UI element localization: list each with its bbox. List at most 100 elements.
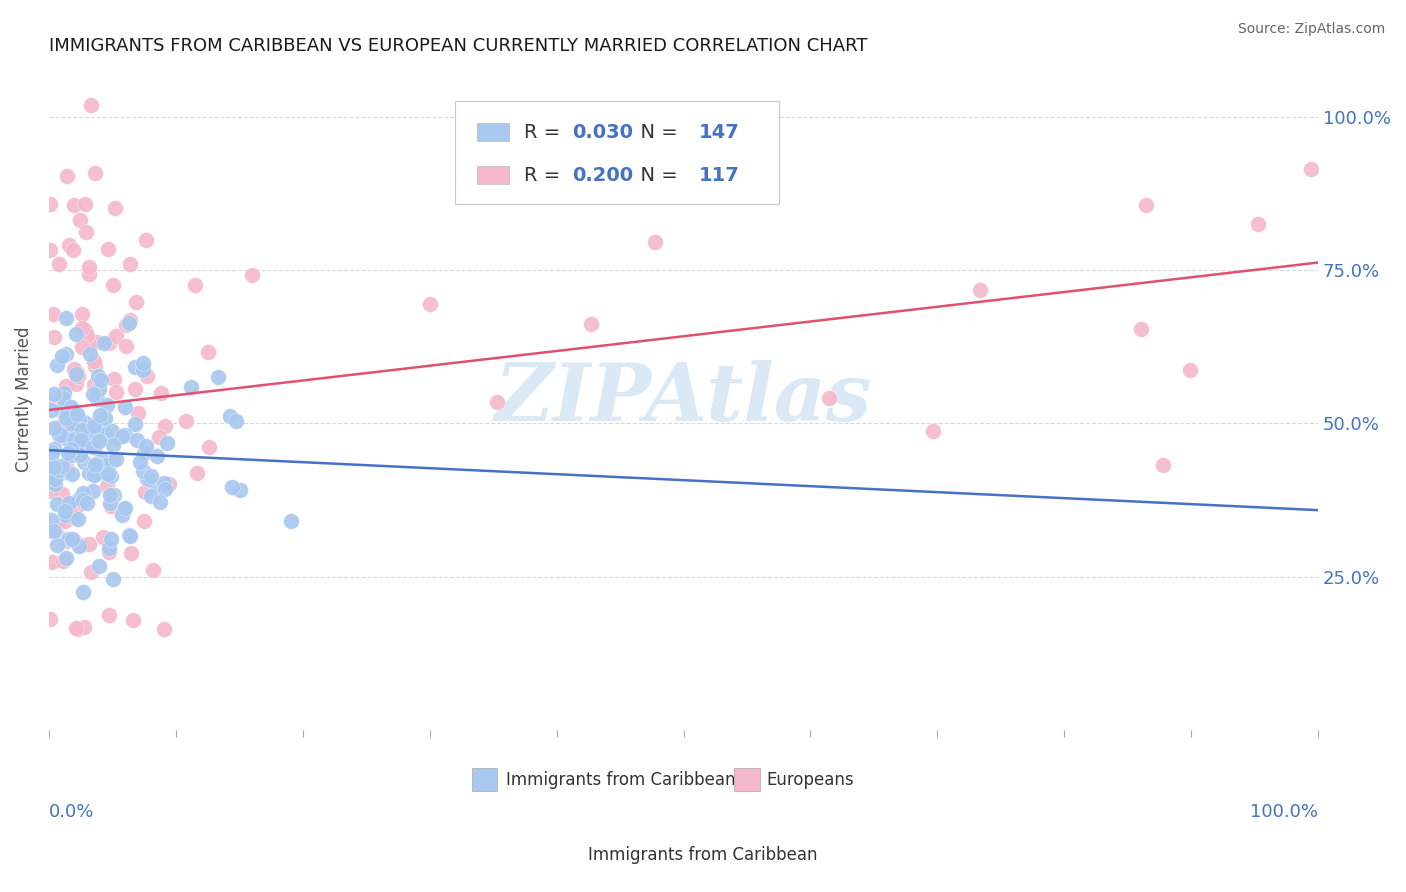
Point — [87, 369, 110, 384]
Point — [100, 469, 122, 483]
Point — [153, 475, 176, 490]
Point — [48, 257, 70, 271]
Point — [39, 197, 62, 211]
Point — [143, 476, 166, 491]
Point — [63, 434, 86, 449]
Point — [128, 454, 150, 468]
Point — [80, 97, 103, 112]
Point — [44, 442, 66, 456]
Point — [86, 392, 108, 406]
Point — [42, 465, 65, 479]
Point — [39, 513, 62, 527]
Point — [139, 489, 162, 503]
Point — [52, 392, 75, 406]
Point — [654, 172, 676, 186]
Point — [42, 307, 65, 321]
Text: Immigrants from Caribbean: Immigrants from Caribbean — [506, 771, 735, 789]
Point — [105, 451, 128, 466]
Point — [98, 545, 121, 559]
Point — [66, 366, 89, 380]
Point — [105, 431, 128, 445]
Point — [51, 419, 73, 434]
Point — [55, 311, 77, 326]
Point — [55, 411, 77, 425]
Point — [76, 496, 98, 510]
Point — [39, 524, 62, 539]
Point — [56, 406, 79, 420]
Point — [51, 349, 73, 363]
Point — [156, 436, 179, 450]
Point — [86, 334, 108, 349]
Point — [56, 406, 79, 420]
Text: ZIPAtlas: ZIPAtlas — [495, 360, 872, 438]
Y-axis label: Currently Married: Currently Married — [15, 326, 32, 472]
Point — [93, 426, 115, 441]
Point — [90, 373, 112, 387]
Point — [118, 527, 141, 541]
Point — [67, 622, 90, 636]
Point — [176, 414, 198, 428]
Point — [97, 456, 120, 470]
Point — [82, 483, 104, 498]
Text: 0.200: 0.200 — [572, 166, 633, 185]
Point — [67, 369, 90, 384]
FancyBboxPatch shape — [456, 101, 779, 203]
Point — [134, 484, 156, 499]
Point — [42, 524, 65, 538]
Point — [83, 417, 105, 431]
Point — [42, 421, 65, 435]
Point — [77, 267, 100, 281]
Point — [56, 446, 79, 460]
FancyBboxPatch shape — [477, 166, 509, 185]
Point — [111, 502, 134, 516]
Point — [49, 427, 72, 442]
Point — [69, 433, 91, 447]
Point — [67, 512, 90, 526]
Point — [121, 613, 143, 627]
Point — [117, 316, 139, 330]
Point — [70, 321, 93, 335]
Point — [97, 467, 120, 481]
Point — [280, 514, 302, 528]
Point — [207, 369, 229, 384]
Point — [186, 467, 208, 481]
Point — [111, 508, 134, 522]
Point — [135, 369, 157, 384]
Point — [150, 386, 173, 401]
Point — [1129, 322, 1152, 336]
Point — [62, 435, 84, 450]
Point — [115, 339, 138, 353]
Point — [69, 213, 91, 227]
Point — [817, 392, 839, 406]
Point — [221, 480, 243, 494]
Point — [120, 257, 142, 271]
Point — [52, 553, 75, 567]
Point — [94, 458, 117, 472]
Point — [100, 532, 122, 546]
Point — [55, 379, 77, 393]
Point — [419, 296, 441, 310]
Point — [80, 565, 103, 579]
Point — [65, 376, 87, 391]
Text: 117: 117 — [699, 166, 740, 185]
Point — [60, 442, 83, 456]
Point — [48, 463, 70, 477]
Point — [134, 514, 156, 528]
Text: 100.0%: 100.0% — [1250, 803, 1319, 821]
Point — [1153, 458, 1175, 473]
Point — [59, 504, 82, 518]
Point — [53, 514, 76, 528]
Point — [197, 441, 219, 455]
Point — [60, 448, 83, 462]
Point — [86, 425, 108, 439]
Point — [72, 585, 94, 599]
Point — [100, 499, 122, 513]
Point — [52, 462, 75, 476]
Point — [83, 419, 105, 434]
Point — [60, 532, 83, 546]
Point — [83, 440, 105, 454]
Point — [148, 430, 170, 444]
Text: Immigrants from Caribbean: Immigrants from Caribbean — [588, 846, 818, 863]
Point — [66, 366, 89, 380]
Point — [82, 462, 104, 476]
